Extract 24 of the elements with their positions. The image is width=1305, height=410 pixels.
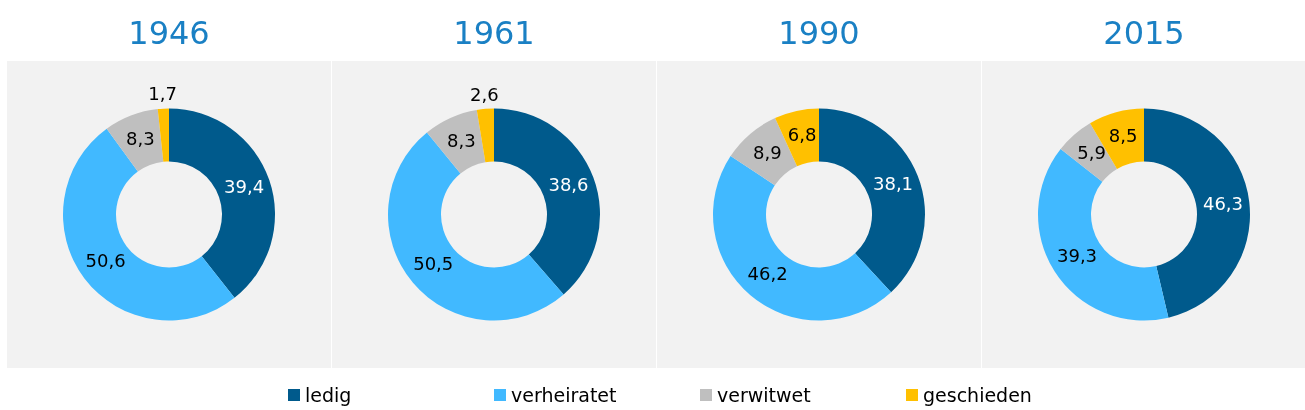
data-label: 38,1	[872, 173, 914, 195]
data-label: 39,4	[224, 176, 265, 198]
chart-title: 1990	[777, 13, 861, 54]
data-label: 38,6	[548, 174, 589, 196]
legend-label: verheiratet	[511, 384, 617, 406]
data-label: 50,5	[413, 253, 454, 275]
data-label: 5,9	[1077, 142, 1106, 164]
data-label: 46,3	[1202, 192, 1243, 214]
data-label: 8,9	[753, 141, 782, 163]
data-label: 2,6	[469, 83, 499, 105]
legend-label: geschieden	[923, 384, 1032, 406]
data-label: 1,7	[148, 83, 177, 105]
data-label: 8,5	[1108, 125, 1138, 147]
data-label: 8,3	[446, 129, 476, 151]
data-label: 8,3	[126, 127, 155, 149]
legend-label: ledig	[305, 384, 352, 406]
data-label: 39,3	[1056, 244, 1098, 266]
chart-title: 1961	[452, 13, 536, 54]
chart-title: 1946	[127, 13, 211, 54]
legend-label: verwitwet	[717, 384, 811, 406]
data-label: 46,2	[747, 262, 788, 284]
data-label: 6,8	[787, 124, 817, 146]
chart-title: 2015	[1102, 13, 1186, 54]
data-label: 50,6	[85, 250, 126, 272]
